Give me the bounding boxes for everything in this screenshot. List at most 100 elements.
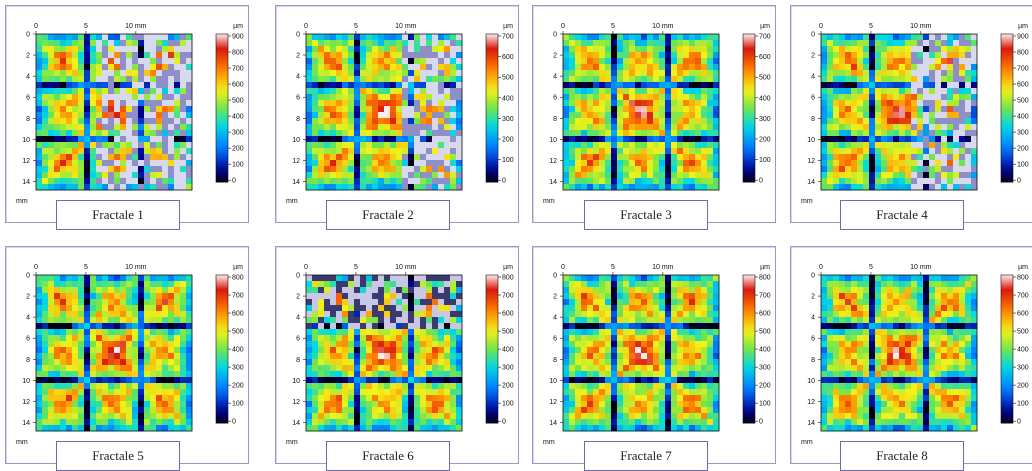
map-cell [899,112,906,119]
map-cell [162,305,169,312]
map-cell [108,136,115,143]
map-cell [420,76,427,83]
map-cell [156,413,163,420]
map-cell [881,46,888,53]
map-cell [827,136,834,143]
map-cell [66,275,73,282]
map-cell [324,124,331,131]
map-cell [66,419,73,426]
map-cell [671,100,678,107]
map-cell [396,425,403,432]
map-cell [414,142,421,149]
map-cell [84,52,91,59]
map-cell [917,40,924,47]
map-cell [396,323,403,330]
map-cell [54,323,61,330]
map-cell [683,70,690,77]
y-tick-label: 0 [26,273,30,280]
map-cell [132,281,139,288]
map-cell [581,275,588,282]
map-cell [90,419,97,426]
map-cell [683,341,690,348]
map-cell [342,353,349,360]
map-cell [875,130,882,137]
colorbar-tick-label: 200 [502,383,514,390]
map-cell [132,341,139,348]
map-cell [677,154,684,161]
map-cell [426,299,433,306]
map-cell [935,70,942,77]
map-cell [426,142,433,149]
map-cell [96,353,103,360]
map-cell [84,76,91,83]
map-cell [312,88,319,95]
map-cell [935,106,942,113]
map-cell [929,172,936,179]
map-cell [450,124,457,131]
map-cell [689,142,696,149]
map-cell [839,76,846,83]
map-cell [587,136,594,143]
map-cell [72,347,79,354]
map-cell [569,359,576,366]
map-cell [587,407,594,414]
map-cell [402,341,409,348]
map-cell [827,184,834,191]
map-cell [360,46,367,53]
map-cell [306,172,313,179]
map-cell [84,359,91,366]
map-cell [611,58,618,65]
map-cell [336,88,343,95]
map-cell [953,112,960,119]
map-cell [360,142,367,149]
map-cell [54,359,61,366]
map-cell [60,100,67,107]
map-cell [114,136,121,143]
map-cell [887,293,894,300]
map-cell [132,58,139,65]
map-cell [324,172,331,179]
map-cell [695,106,702,113]
map-cell [587,160,594,167]
map-cell [360,166,367,173]
map-cell [42,148,49,155]
map-cell [671,88,678,95]
map-cell [599,359,606,366]
colorbar-tick-label: 500 [759,75,771,82]
map-cell [593,34,600,41]
map-cell [306,40,313,47]
map-cell [845,118,852,125]
map-cell [72,64,79,71]
map-cell [923,106,930,113]
map-cell [833,88,840,95]
map-cell [414,371,421,378]
fractal-panel: 0 5 10 mm 0 2 4 6 8 10 12 14 mm µm 900 800 700 600 500 400… [5,5,249,223]
map-cell [569,365,576,372]
map-cell [420,124,427,131]
map-cell [923,34,930,41]
map-cell [366,377,373,384]
map-cell [839,142,846,149]
map-cell [917,106,924,113]
map-cell [108,112,115,119]
map-cell [324,148,331,155]
map-cell [941,82,948,89]
map-cell [138,34,145,41]
map-cell [432,353,439,360]
map-cell [839,118,846,125]
map-cell [78,383,85,390]
map-cell [42,46,49,53]
map-cell [701,82,708,89]
map-cell [342,46,349,53]
map-cell [833,166,840,173]
map-cell [899,88,906,95]
map-cell [629,311,636,318]
map-cell [587,106,594,113]
map-cell [851,100,858,107]
map-cell [120,371,127,378]
map-cell [180,142,187,149]
map-cell [971,100,978,107]
map-cell [677,166,684,173]
map-cell [144,34,151,41]
map-cell [575,100,582,107]
